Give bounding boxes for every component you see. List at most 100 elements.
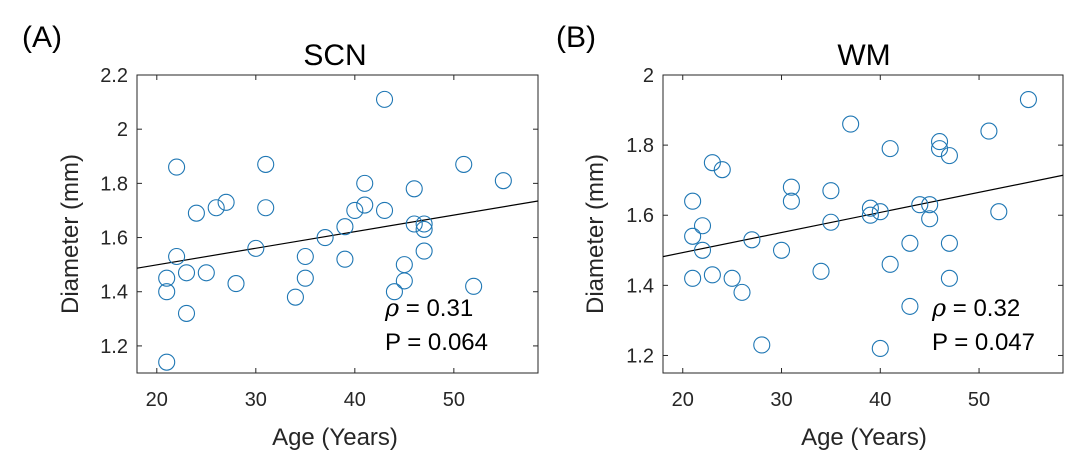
panel-b: (B) WM Age (Years) Diameter (mm) 20 30 40 5… xyxy=(556,21,1064,451)
data-point-a xyxy=(158,353,176,371)
data-point-a xyxy=(158,269,176,287)
data-point-a xyxy=(316,228,334,247)
rho-value-b: = 0.32 xyxy=(946,295,1020,322)
data-point-b xyxy=(921,196,939,214)
data-point-a xyxy=(177,304,196,322)
data-point-b xyxy=(733,283,751,301)
data-point-b xyxy=(812,262,830,280)
x-axis-label-a: Age (Years) xyxy=(272,424,398,451)
rho-stat-b: ρ = 0.32 xyxy=(931,294,1020,322)
y-axis-label-a: Diameter (mm) xyxy=(57,154,84,314)
data-point-a xyxy=(395,272,413,290)
x-tick-label-b: 50 xyxy=(968,389,990,411)
regression-line-b xyxy=(662,174,1064,258)
data-point-b xyxy=(881,140,899,158)
data-point-b xyxy=(871,339,889,358)
y-tick-label-b: 1.2 xyxy=(626,345,654,367)
y-tick-label-a: 2 xyxy=(117,119,128,141)
data-point-a xyxy=(336,250,354,268)
data-point-b xyxy=(990,203,1008,221)
data-point-a xyxy=(375,90,394,108)
y-tick-label-a: 1.4 xyxy=(100,282,128,304)
data-point-a xyxy=(168,158,186,176)
data-point-a xyxy=(415,242,433,260)
x-tick-label-b: 20 xyxy=(672,389,694,411)
data-point-b xyxy=(693,217,712,235)
data-point-a xyxy=(415,215,433,233)
data-point-b xyxy=(930,140,949,158)
data-point-b xyxy=(901,234,919,252)
y-tick-label-b: 1.8 xyxy=(626,135,654,157)
data-point-b xyxy=(753,336,771,354)
y-tick-label-b: 1.4 xyxy=(626,275,654,297)
data-point-b xyxy=(1019,90,1037,109)
x-tick-label-a: 40 xyxy=(344,389,366,411)
data-point-b xyxy=(911,196,929,214)
x-tick-label-b: 30 xyxy=(770,389,792,411)
data-point-a xyxy=(168,247,186,266)
y-axis-label-b: Diameter (mm) xyxy=(582,154,609,314)
data-point-b xyxy=(921,210,939,228)
data-point-b xyxy=(901,297,919,315)
axes-box-b xyxy=(662,74,1064,374)
data-point-a xyxy=(356,196,374,214)
data-point-a xyxy=(247,239,265,257)
y-tick-label-a: 2.2 xyxy=(100,65,128,87)
data-point-b xyxy=(684,227,702,245)
data-point-b xyxy=(842,115,860,133)
data-point-b xyxy=(940,147,958,165)
regression-line-a xyxy=(136,200,539,269)
data-point-a xyxy=(405,180,423,198)
data-point-a xyxy=(187,204,205,222)
axes-box-a xyxy=(136,74,539,374)
data-point-b xyxy=(782,192,800,210)
x-tick-label-b: 40 xyxy=(869,389,891,411)
data-point-a xyxy=(296,269,314,287)
data-point-a xyxy=(356,174,374,192)
data-point-b xyxy=(723,269,741,287)
data-point-b xyxy=(713,161,731,179)
data-point-b xyxy=(871,203,889,221)
data-point-a xyxy=(455,155,473,173)
data-point-b xyxy=(772,241,791,259)
data-point-a xyxy=(395,256,413,274)
y-tick-label-b: 2 xyxy=(643,65,654,87)
data-point-b xyxy=(930,133,949,151)
data-point-a xyxy=(257,155,275,173)
data-point-a xyxy=(494,172,512,190)
y-tick-label-b: 1.6 xyxy=(626,205,654,227)
x-tick-label-a: 50 xyxy=(443,389,465,411)
data-point-b xyxy=(881,255,899,273)
x-tick-label-a: 20 xyxy=(146,389,168,411)
rho-stat-a: ρ = 0.31 xyxy=(384,294,473,322)
data-point-b xyxy=(703,154,721,172)
data-point-a xyxy=(465,277,483,295)
data-point-a xyxy=(257,199,275,217)
data-point-a xyxy=(336,218,354,236)
chart-title-wm: WM xyxy=(837,39,890,72)
panel-label-b: (B) xyxy=(556,21,596,54)
data-point-b xyxy=(693,241,712,259)
plot-area-a: 20 30 40 50 1.2 1.4 1.6 1.8 2 2.2 xyxy=(100,65,539,411)
rho-symbol-b: ρ xyxy=(931,294,946,322)
data-point-a xyxy=(177,264,196,282)
y-tick-label-a: 1.6 xyxy=(100,228,128,250)
data-point-b xyxy=(782,178,800,196)
data-point-b xyxy=(822,182,840,200)
x-tick-label-a: 30 xyxy=(245,389,267,411)
plot-area-b: 20 30 40 50 1.2 1.4 1.6 1.8 2 xyxy=(626,65,1064,411)
data-point-b xyxy=(861,199,879,217)
rho-symbol-a: ρ xyxy=(384,294,399,322)
data-point-a xyxy=(346,201,364,220)
data-point-b xyxy=(940,234,958,252)
data-point-a xyxy=(296,247,314,266)
chart-title-scn: SCN xyxy=(303,39,366,72)
data-point-a xyxy=(197,264,215,282)
data-point-a xyxy=(158,283,176,301)
rho-value-a: = 0.31 xyxy=(399,295,473,322)
data-point-b xyxy=(703,266,721,284)
data-point-b xyxy=(743,231,761,249)
data-point-b xyxy=(861,206,879,224)
p-value-b: P = 0.047 xyxy=(932,329,1035,356)
